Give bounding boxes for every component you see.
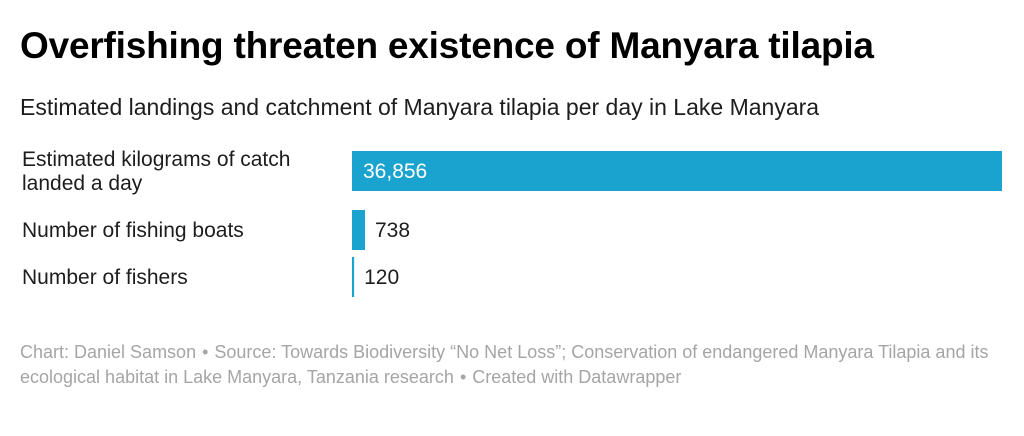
- footer-created-with: Created with Datawrapper: [472, 367, 682, 387]
- bar-chart: Estimated kilograms of catch landed a day…: [22, 148, 1002, 297]
- footer-source: Source: Towards Biodiversity “No Net Los…: [20, 342, 989, 387]
- footer-separator: •: [202, 342, 209, 362]
- category-label: Number of fishing boats: [22, 219, 244, 242]
- bar: [352, 151, 1002, 191]
- chart-footer: Chart: Daniel Samson • Source: Towards Bio…: [20, 340, 990, 390]
- chart-subtitle: Estimated landings and catchment of Many…: [20, 94, 820, 120]
- bar: [352, 257, 355, 297]
- footer-credit: Chart: Daniel Samson: [20, 342, 197, 362]
- value-label: 738: [375, 219, 410, 242]
- category-label: Number of fishers: [22, 266, 188, 289]
- category-label: Estimated kilograms of catch landed a day: [22, 148, 290, 195]
- value-label: 120: [364, 266, 399, 289]
- footer-separator: •: [459, 367, 467, 387]
- value-label: 36,856: [363, 160, 427, 183]
- chart-title: Overfishing threaten existence of Manyar…: [20, 25, 874, 66]
- bar: [352, 210, 366, 250]
